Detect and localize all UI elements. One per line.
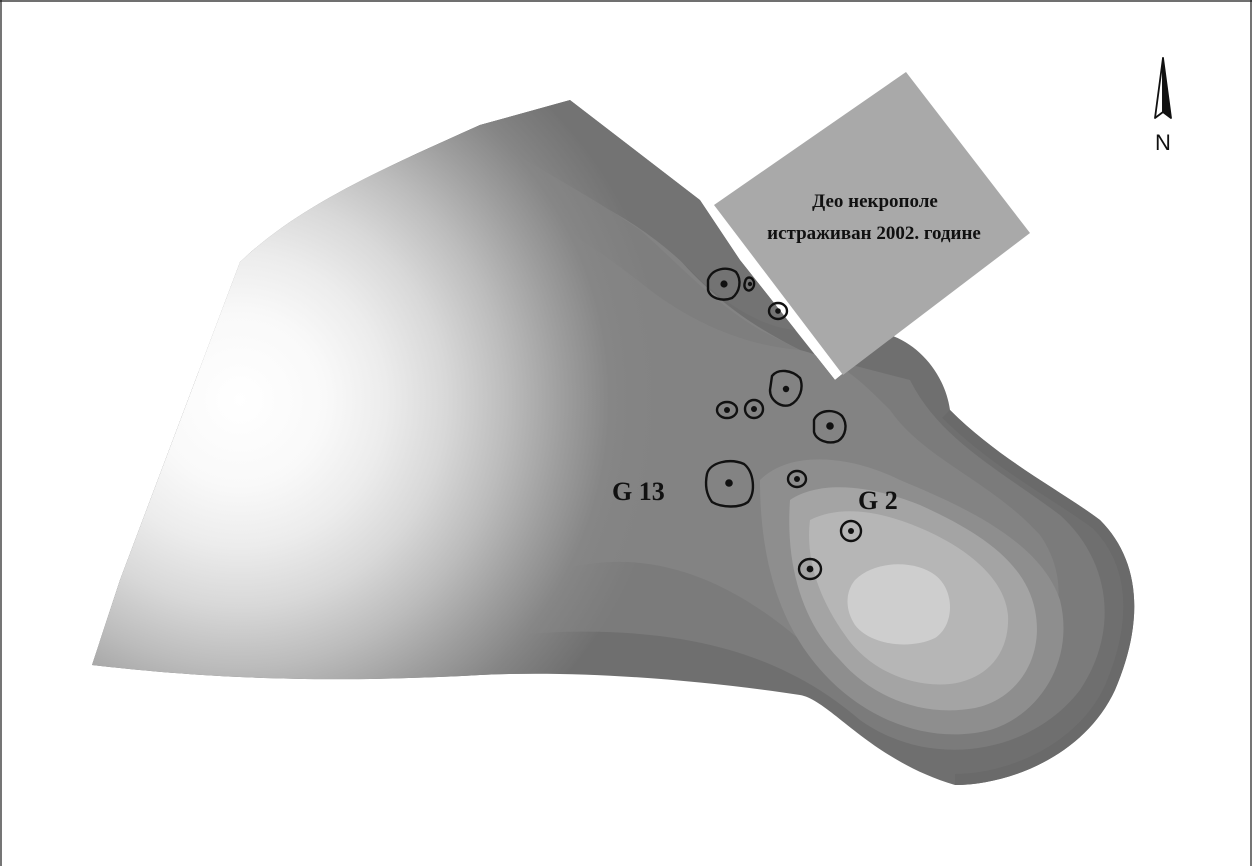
north-arrow-icon <box>1154 57 1164 119</box>
burial-mound <box>715 400 739 420</box>
burial-mound <box>743 276 756 292</box>
burial-mound <box>706 267 741 301</box>
burial-mound <box>786 469 808 489</box>
north-arrow: N <box>1154 57 1172 155</box>
burial-mound <box>743 398 765 420</box>
terrain-east-summit <box>847 564 950 645</box>
excavated-area-label-line1: Део некрополе <box>812 191 938 212</box>
burial-mound <box>767 301 789 321</box>
burial-mounds <box>704 267 863 581</box>
excavated-area: Део некрополе истраживан 2002. године <box>714 72 1030 375</box>
excavated-area-polygon <box>714 72 1030 375</box>
label-g13: G 13 <box>612 477 665 506</box>
burial-mound-g2 <box>839 519 863 543</box>
excavated-area-label-line2: истраживан 2002. године <box>767 223 981 244</box>
north-label: N <box>1155 130 1171 155</box>
north-arrow-icon-shade <box>1162 57 1172 119</box>
burial-mound <box>812 409 847 444</box>
label-g2: G 2 <box>858 486 898 515</box>
burial-mound <box>797 557 823 581</box>
burial-mound <box>768 369 803 407</box>
burial-mound-g13 <box>704 460 755 508</box>
terrain-west-dome <box>92 100 670 785</box>
